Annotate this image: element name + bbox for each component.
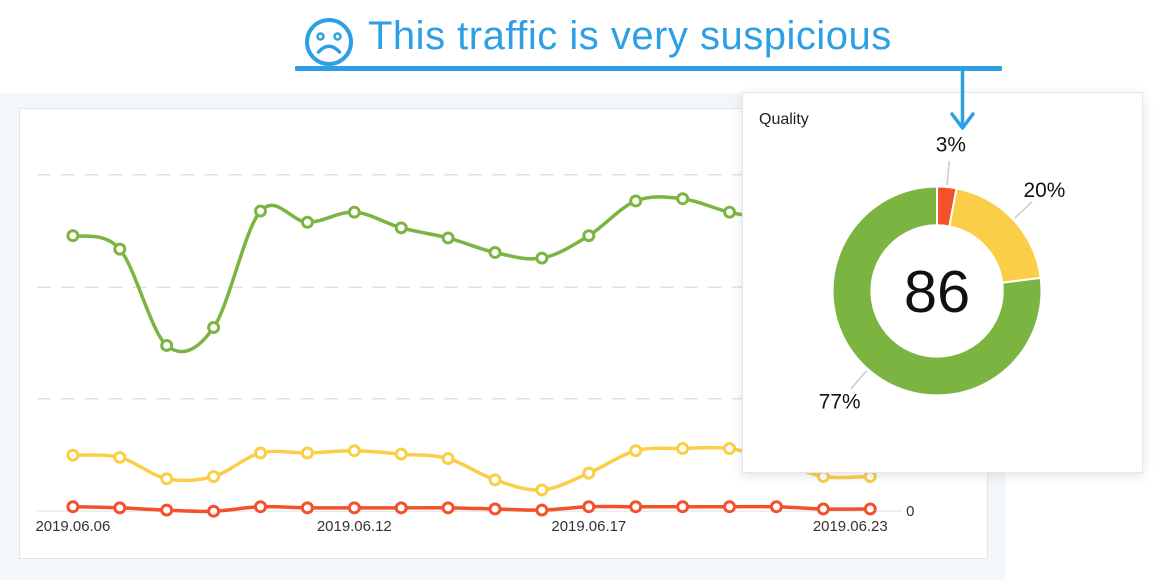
data-point-yellow[interactable]: [254, 446, 267, 460]
donut-slice-label: 3%: [936, 133, 966, 156]
data-point-yellow[interactable]: [723, 442, 737, 455]
data-point-yellow[interactable]: [629, 444, 643, 458]
data-point-green[interactable]: [629, 194, 643, 208]
donut-label-leader: [850, 370, 868, 390]
quality-donut-chart: 3% 20% 77% 86: [819, 133, 1066, 413]
data-point-green[interactable]: [160, 338, 174, 352]
x-axis-tick-label: 2019.06.23: [813, 518, 888, 535]
data-point-orange[interactable]: [300, 501, 314, 515]
data-point-orange[interactable]: [347, 501, 361, 515]
data-point-green[interactable]: [535, 251, 549, 265]
data-point-yellow[interactable]: [676, 442, 690, 455]
data-point-orange[interactable]: [769, 500, 783, 514]
donut-label-leader: [1014, 201, 1033, 219]
data-point-yellow[interactable]: [488, 473, 502, 487]
donut-slice-label: 20%: [1023, 179, 1065, 202]
data-point-orange[interactable]: [582, 500, 596, 514]
data-point-orange[interactable]: [254, 500, 267, 514]
data-point-yellow[interactable]: [347, 444, 361, 458]
data-point-yellow[interactable]: [113, 450, 127, 464]
donut-slice-77pct[interactable]: [831, 185, 1043, 397]
quality-card: Quality 3% 20% 77% 86: [742, 92, 1143, 473]
data-point-green[interactable]: [394, 221, 408, 235]
data-point-green[interactable]: [676, 192, 690, 206]
data-point-orange[interactable]: [207, 504, 221, 518]
sad-face-icon: [305, 18, 353, 66]
data-point-orange[interactable]: [676, 500, 690, 514]
data-point-orange[interactable]: [723, 500, 737, 514]
data-point-yellow[interactable]: [394, 447, 408, 461]
data-point-orange[interactable]: [66, 500, 80, 514]
data-point-orange[interactable]: [441, 501, 455, 515]
data-point-yellow[interactable]: [66, 448, 80, 462]
annotation-title: This traffic is very suspicious: [368, 14, 892, 58]
x-axis-tick-label: 2019.06.06: [35, 518, 110, 535]
data-point-green[interactable]: [207, 321, 221, 334]
data-point-orange[interactable]: [394, 501, 408, 515]
annotation-arrow-icon: [950, 71, 975, 130]
data-point-green[interactable]: [347, 205, 361, 219]
data-point-orange[interactable]: [488, 502, 502, 516]
donut-label-leader: [946, 161, 951, 186]
x-axis-tick-label: 2019.06.17: [551, 518, 626, 535]
data-point-orange[interactable]: [629, 500, 643, 514]
data-point-orange[interactable]: [863, 502, 877, 516]
data-point-green[interactable]: [723, 205, 737, 219]
data-point-orange[interactable]: [816, 502, 830, 516]
donut-center-value: 86: [904, 258, 970, 325]
data-point-green[interactable]: [66, 229, 80, 243]
data-point-green[interactable]: [582, 229, 596, 243]
data-point-orange[interactable]: [535, 503, 549, 517]
data-point-yellow[interactable]: [160, 472, 174, 486]
data-point-green[interactable]: [441, 231, 455, 245]
annotation-underline: [295, 66, 1002, 71]
quality-card-title: Quality: [759, 111, 809, 128]
data-point-orange[interactable]: [160, 503, 174, 517]
y-axis-zero-label: 0: [906, 503, 914, 520]
data-point-yellow[interactable]: [207, 470, 221, 483]
data-point-green[interactable]: [254, 204, 267, 218]
data-point-green[interactable]: [488, 246, 502, 259]
data-point-yellow[interactable]: [582, 466, 596, 480]
donut-slice-label: 77%: [819, 390, 861, 413]
data-point-orange[interactable]: [113, 501, 127, 515]
data-point-yellow[interactable]: [535, 483, 549, 497]
data-point-yellow[interactable]: [300, 446, 314, 460]
data-point-yellow[interactable]: [441, 452, 455, 466]
x-axis-tick-label: 2019.06.12: [317, 518, 392, 535]
data-point-green[interactable]: [113, 242, 127, 256]
data-point-green[interactable]: [300, 215, 314, 229]
